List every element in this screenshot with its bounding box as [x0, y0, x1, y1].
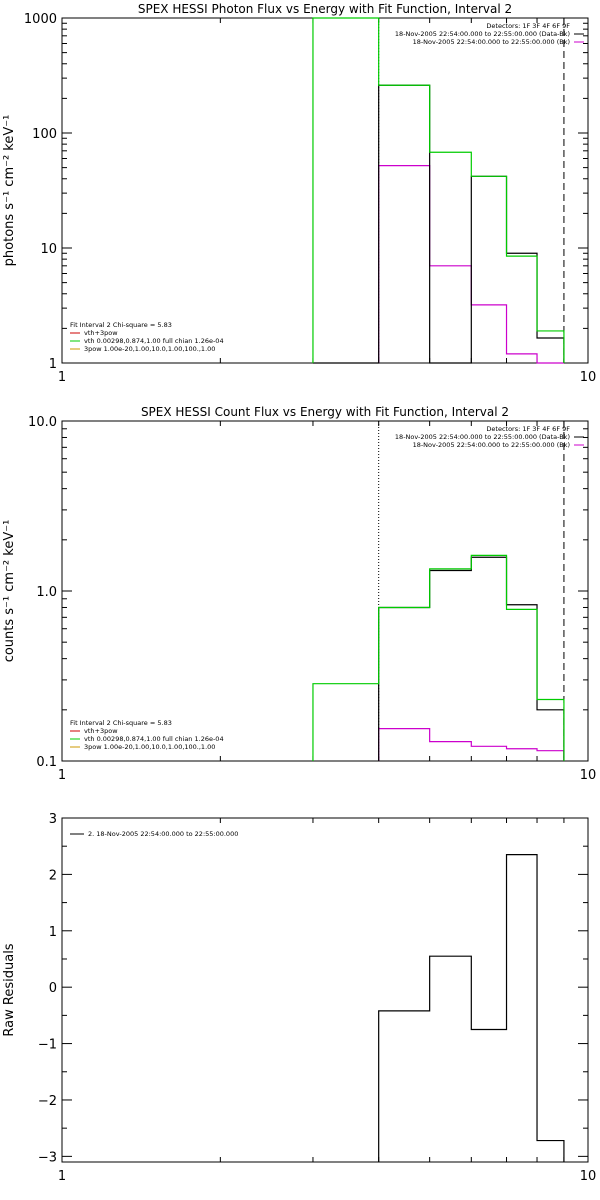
legend-entry: 3pow 1.00e-20,1.00,10.0,1.00,100.,1.00 [84, 345, 215, 353]
y-axis-label: Raw Residuals [2, 943, 17, 1036]
y-tick-label: 0 [49, 981, 57, 996]
header-line: 18-Nov-2005 22:54:00.000 to 22:55:00.000… [395, 433, 570, 441]
y-tick-label: 2 [49, 868, 57, 883]
header-line: 18-Nov-2005 22:54:00.000 to 22:55:00.000… [413, 38, 570, 46]
plot-frame [61, 420, 589, 762]
y-tick-label: 3 [49, 812, 57, 827]
legend-entry: vth 0.00298,0.874,1.00 full chian 1.26e-… [84, 337, 224, 345]
legend-entry: Fit Interval 2 Chi-square = 5.83 [70, 321, 172, 329]
legend-entry: Fit Interval 2 Chi-square = 5.83 [70, 719, 172, 727]
chart-title: SPEX HESSI Count Flux vs Energy with Fit… [141, 405, 509, 419]
y-tick-label: −3 [38, 1150, 57, 1165]
x-tick-label: 10 [580, 370, 597, 385]
chart-panel-1: SPEX HESSI Photon Flux vs Energy with Fi… [2, 2, 596, 385]
legend-entry: vth+3pow [84, 727, 118, 735]
y-tick-label: −1 [38, 1038, 57, 1053]
y-tick-label: 1 [49, 925, 57, 940]
x-tick-label: 10 [580, 1169, 597, 1184]
y-tick-label: 10.0 [28, 415, 57, 430]
y-axis-label: photons s⁻¹ cm⁻² keV⁻¹ [2, 115, 17, 267]
plot-frame [61, 17, 589, 364]
legend-entry: vth 0.00298,0.874,1.00 full chian 1.26e-… [84, 735, 224, 743]
legend-entry: 2. 18-Nov-2005 22:54:00.000 to 22:55:00.… [88, 830, 238, 838]
legend-entry: vth+3pow [84, 329, 118, 337]
series-1-histogram [312, 17, 565, 363]
y-tick-label: −2 [38, 1094, 57, 1109]
series-0-histogram [378, 854, 565, 1162]
y-tick-label: 100 [32, 127, 57, 142]
series-0-histogram [312, 84, 565, 364]
series-1-histogram [312, 554, 565, 761]
chart-title: SPEX HESSI Photon Flux vs Energy with Fi… [138, 2, 512, 16]
series-2-histogram [378, 728, 565, 761]
chart-panel-2: SPEX HESSI Count Flux vs Energy with Fit… [2, 405, 596, 783]
y-tick-label: 1.0 [36, 585, 57, 600]
x-tick-label: 10 [580, 768, 597, 783]
header-line: Detectors: 1F 3F 4F 6F 9F [486, 22, 570, 30]
series-0-histogram [378, 556, 565, 761]
x-tick-label: 1 [58, 1169, 66, 1184]
plot-frame [61, 817, 589, 1163]
y-axis-label: counts s⁻¹ cm⁻² keV⁻¹ [2, 520, 17, 663]
y-tick-label: 10 [40, 242, 57, 257]
y-tick-label: 0.1 [36, 755, 57, 770]
x-tick-label: 1 [58, 768, 66, 783]
legend-entry: 3pow 1.00e-20,1.00,10.0,1.00,100.,1.00 [84, 743, 215, 751]
y-tick-label: 1 [49, 357, 57, 372]
x-tick-label: 1 [58, 370, 66, 385]
chart-panel-3: Raw Residuals 1 10 −3 −2 −1 0 1 2 3 2. 18-Nov-2005… [2, 812, 596, 1184]
header-line: 18-Nov-2005 22:54:00.000 to 22:55:00.000… [413, 441, 570, 449]
y-tick-label: 1000 [24, 12, 57, 27]
header-line: 18-Nov-2005 22:54:00.000 to 22:55:00.000… [395, 30, 570, 38]
header-line: Detectors: 1F 3F 4F 6F 9F [486, 425, 570, 433]
